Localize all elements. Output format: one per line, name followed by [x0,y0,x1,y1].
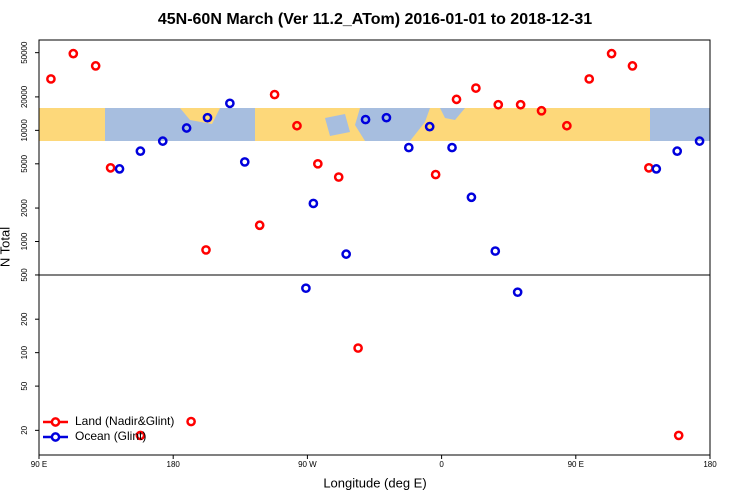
y-tick-label: 10000 [20,119,29,142]
point [157,136,168,146]
point [254,220,265,231]
point [301,283,311,294]
x-axis-label: Longitude (deg E) [323,475,426,490]
point [135,430,146,441]
point [181,123,192,133]
point [202,112,213,123]
point [430,169,441,180]
point [694,136,705,146]
point [562,120,572,131]
legend-marker [50,432,61,442]
legend-marker [50,417,61,427]
point [341,249,352,259]
point [292,120,302,131]
y-tick-label: 200 [20,312,29,326]
point [466,192,477,203]
point [360,114,371,125]
y-tick-label: 100 [20,345,29,359]
point [536,105,547,116]
x-tick-label: 90 E [568,460,584,469]
map-band [39,108,710,141]
point [269,89,280,100]
point [353,343,363,353]
y-tick-label: 1000 [20,232,29,250]
chart-title: 45N-60N March (Ver 11.2_ATom) 2016-01-01… [158,11,592,28]
map-ocean [105,108,255,141]
point [424,121,435,132]
point [673,430,684,441]
point [512,287,523,298]
map-ocean [440,108,710,141]
y-tick-label: 20 [20,425,29,434]
point [381,112,392,123]
y-tick-label: 500 [20,268,29,282]
map-ocean [325,108,430,141]
x-tick-label: 90 W [298,460,317,469]
point [403,142,414,153]
point [490,246,501,256]
point [90,61,101,71]
point [225,98,235,109]
point [627,61,638,71]
point [584,74,595,84]
y-tick-label: 2000 [20,199,29,217]
point [68,48,79,59]
point [308,198,319,209]
point [46,74,56,84]
x-tick-label: 0 [439,460,444,469]
point [447,142,457,153]
point [493,99,504,110]
point [186,416,196,427]
y-tick-label: 20000 [20,85,29,108]
point [606,48,617,59]
point [105,162,116,173]
x-tick-label: 180 [167,460,181,469]
point [114,164,125,174]
y-tick-label: 5000 [20,154,29,172]
point [515,99,526,110]
point [644,162,654,173]
point [239,157,250,167]
legend-label: Land (Nadir&Glint) [75,414,174,428]
point [471,83,481,93]
y-tick-label: 50 [20,381,29,390]
x-tick-label: 180 [703,460,717,469]
plot-frame [38,39,711,456]
point [672,146,683,156]
point [333,172,344,182]
point [312,158,323,169]
point [201,245,211,255]
y-tick-label: 50000 [20,41,29,64]
point [651,164,662,174]
legend-label: Ocean (Glint) [75,429,146,443]
x-tick-label: 90 E [31,460,47,469]
point [451,94,462,105]
point [135,146,146,156]
y-axis-label: N Total [0,227,12,267]
